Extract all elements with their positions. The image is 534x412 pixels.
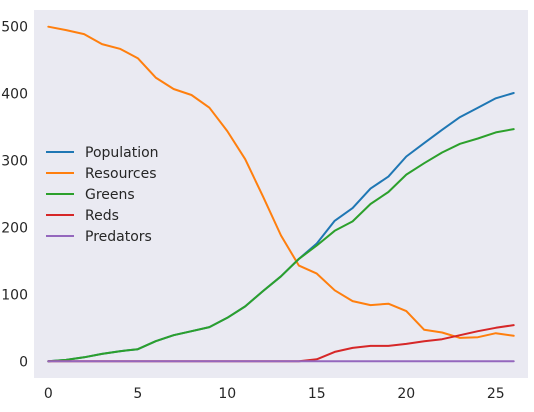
x-tick-label: 0 <box>44 386 53 402</box>
x-axis-ticks: 0 5 10 15 20 25 <box>44 386 505 402</box>
legend-label: Predators <box>85 229 152 245</box>
legend-item-resources: Resources <box>46 166 157 182</box>
legend-label: Resources <box>85 166 157 182</box>
legend-item-greens: Greens <box>46 187 135 203</box>
x-tick-label: 5 <box>133 386 142 402</box>
legend-item-population: Population <box>46 145 159 161</box>
plot-background <box>34 10 528 378</box>
y-axis-ticks: 0 100 200 300 400 500 <box>1 20 28 371</box>
x-tick-label: 20 <box>397 386 415 402</box>
legend-label: Greens <box>85 187 135 203</box>
legend-item-reds: Reds <box>46 208 119 224</box>
y-tick-label: 0 <box>19 354 28 370</box>
legend: Population Resources Greens Reds Predators <box>46 145 159 245</box>
x-tick-label: 10 <box>218 386 236 402</box>
x-tick-label: 15 <box>308 386 326 402</box>
x-tick-label: 25 <box>487 386 505 402</box>
series-line-resources <box>47 25 515 339</box>
legend-item-predators: Predators <box>46 229 152 245</box>
y-tick-label: 500 <box>1 20 28 36</box>
y-tick-label: 100 <box>1 287 28 303</box>
y-tick-label: 400 <box>1 87 28 103</box>
legend-label: Population <box>85 145 159 161</box>
series-lines <box>47 25 515 363</box>
series-line-greens <box>47 128 515 363</box>
legend-label: Reds <box>85 208 119 224</box>
y-tick-label: 200 <box>1 220 28 236</box>
y-tick-label: 300 <box>1 154 28 170</box>
